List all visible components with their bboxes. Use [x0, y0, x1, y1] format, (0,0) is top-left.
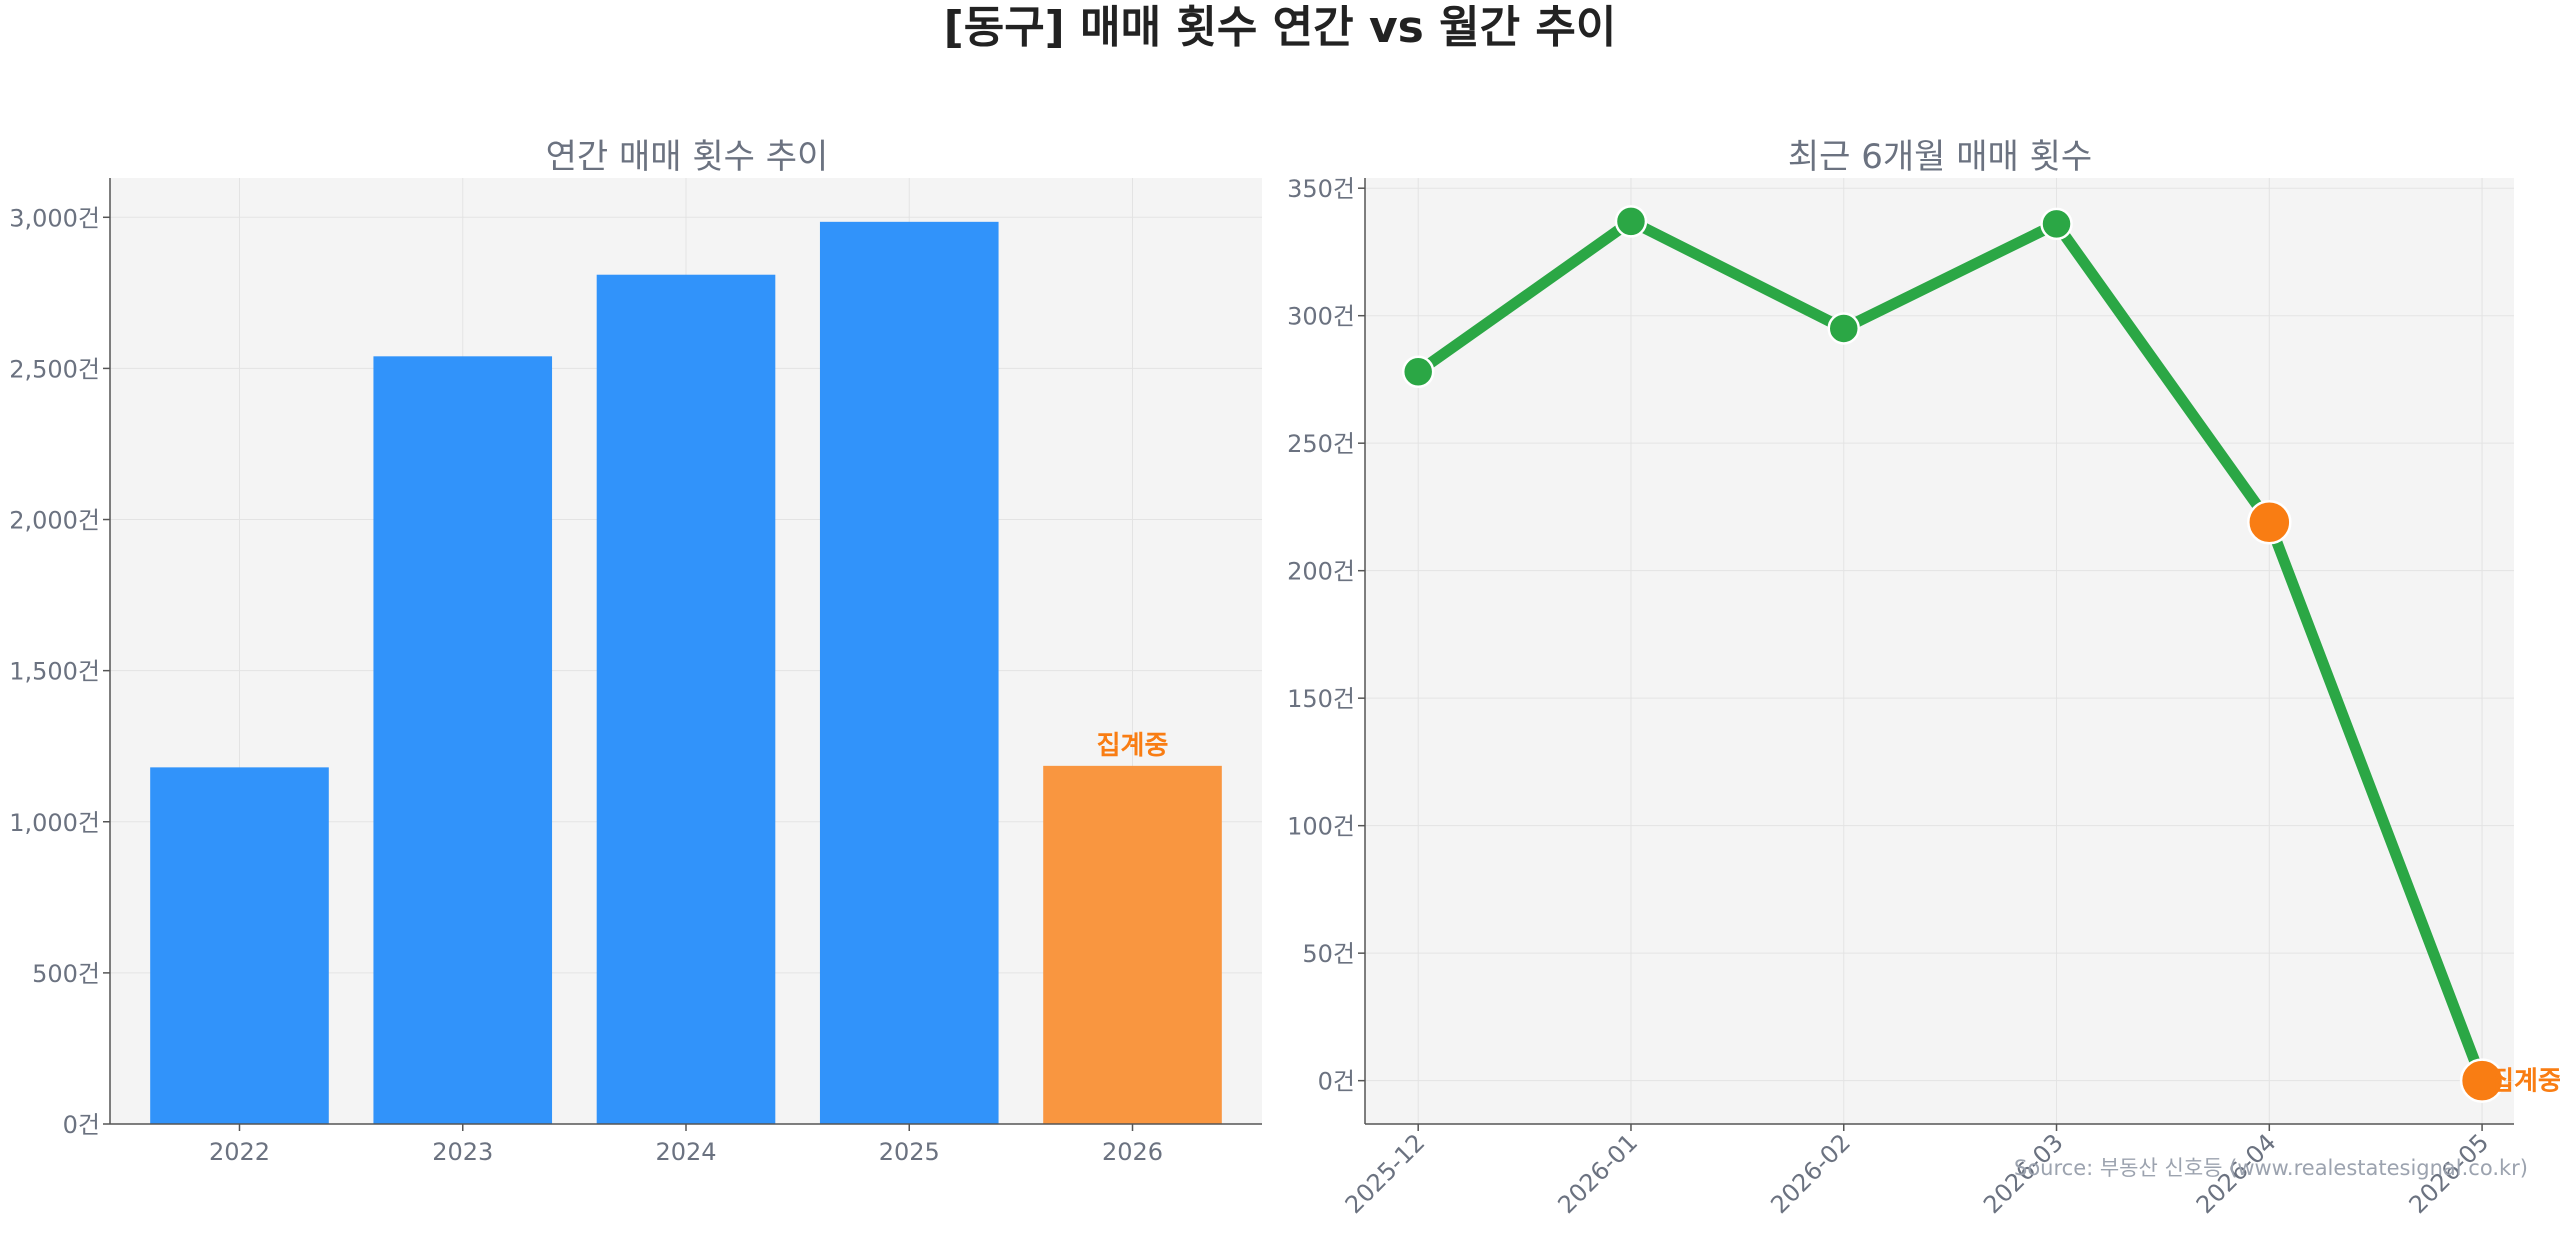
data-point — [1614, 205, 1648, 238]
y-tick-label: 0건 — [1318, 1068, 1355, 1096]
in-progress-label: 집계중 — [1097, 731, 1169, 761]
y-tick-label: 0건 — [63, 1111, 100, 1139]
data-point — [2040, 207, 2073, 241]
y-tick-label: 100건 — [1287, 813, 1355, 841]
x-tick-label: 2026-01 — [1553, 1128, 1644, 1219]
x-tick-label: 2025 — [879, 1138, 940, 1166]
in-progress-label: 집계중 — [2490, 1067, 2560, 1097]
bar — [596, 274, 776, 1124]
y-tick-label: 150건 — [1287, 685, 1355, 713]
bar — [373, 356, 553, 1125]
y-tick-label: 350건 — [1287, 175, 1355, 203]
y-tick-label: 250건 — [1287, 430, 1355, 458]
bar — [150, 767, 329, 1124]
y-tick-label: 500건 — [32, 960, 100, 988]
annual-chart-title: 연간 매매 횟수 추이 — [546, 137, 829, 177]
bar — [819, 221, 999, 1124]
x-tick-label: 2026-02 — [1765, 1128, 1856, 1219]
source-text: Source: 부동산 신호등 (www.realestatesignal.co… — [2014, 1156, 2528, 1180]
data-point — [1827, 312, 1860, 345]
y-tick-label: 2,500건 — [9, 355, 100, 383]
series-line — [1412, 215, 2488, 1087]
monthly-chart-title: 최근 6개월 매매 횟수 — [1788, 137, 2092, 177]
y-tick-label: 50건 — [1302, 940, 1355, 968]
x-tick-label: 2026 — [1102, 1138, 1163, 1166]
data-point-partial — [2247, 499, 2292, 545]
data-point — [1401, 355, 1435, 389]
plot-area — [1365, 178, 2514, 1124]
y-tick-label: 1,500건 — [9, 658, 100, 686]
y-tick-label: 200건 — [1287, 558, 1355, 586]
x-tick-label: 2025-12 — [1340, 1128, 1431, 1219]
x-tick-label: 2022 — [209, 1138, 270, 1166]
y-tick-label: 300건 — [1287, 303, 1355, 331]
x-tick-label: 2024 — [655, 1138, 716, 1166]
y-tick-label: 2,000건 — [9, 507, 100, 535]
data-point-partial — [2459, 1058, 2505, 1103]
y-tick-label: 1,000건 — [9, 809, 100, 837]
x-tick-label: 2023 — [432, 1138, 493, 1166]
bar-2026-partial — [1043, 765, 1222, 1124]
main-title: [동구] 매매 횟수 연간 vs 월간 추이 — [944, 2, 1617, 53]
y-tick-label: 3,000건 — [9, 204, 100, 232]
